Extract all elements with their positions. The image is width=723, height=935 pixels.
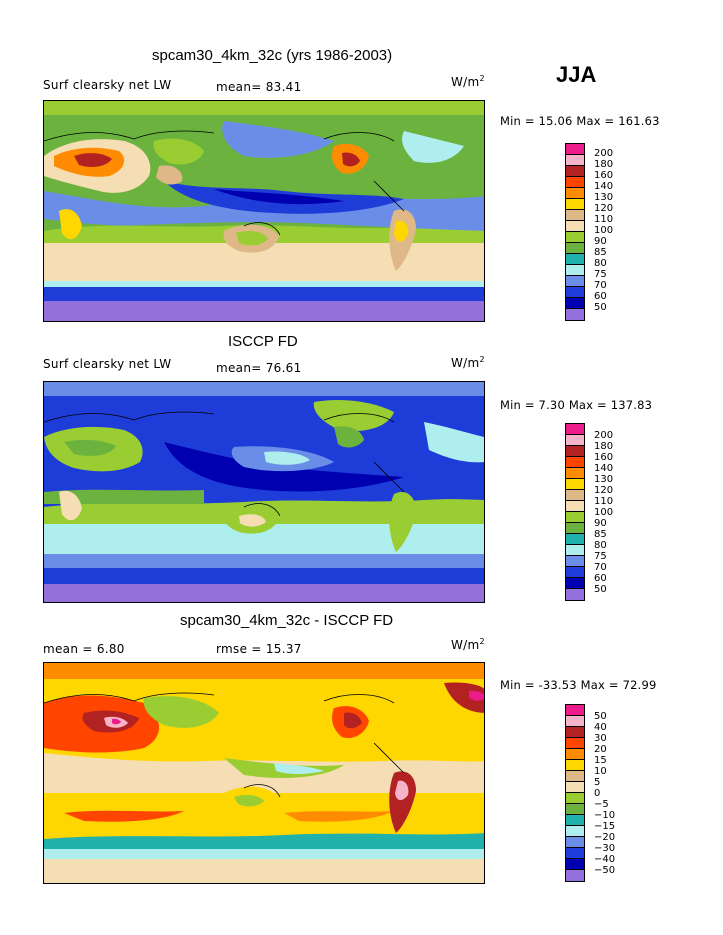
panel3-level-label: −10 <box>594 810 615 821</box>
panel1-level-label: 200 <box>594 148 613 159</box>
panel3-rmse: rmse = 15.37 <box>216 642 302 656</box>
panel2-map <box>43 381 485 603</box>
panel2-mean: mean= 76.61 <box>216 361 302 375</box>
panel2-level-label: 180 <box>594 441 613 452</box>
panel1-colorbar-labels: 200 180 160 140 130 120 110 100 90 85 80… <box>594 148 613 313</box>
panel2-level-label: 85 <box>594 529 613 540</box>
panel1-level-label: 120 <box>594 203 613 214</box>
panel1-colorbar <box>565 143 585 321</box>
panel3-level-label: 30 <box>594 733 615 744</box>
panel1-level-label: 160 <box>594 170 613 181</box>
panel2-minmax: Min = 7.30 Max = 137.83 <box>500 398 652 412</box>
season-label: JJA <box>556 62 596 88</box>
panel2-colorbar-labels: 200 180 160 140 130 120 110 100 90 85 80… <box>594 430 613 595</box>
panel2-level-label: 130 <box>594 474 613 485</box>
panel3-level-label: 5 <box>594 777 615 788</box>
panel1-minmax: Min = 15.06 Max = 161.63 <box>500 114 660 128</box>
panel2-level-label: 50 <box>594 584 613 595</box>
panel2-level-label: 60 <box>594 573 613 584</box>
panel1-level-label: 90 <box>594 236 613 247</box>
panel1-map <box>43 100 485 322</box>
panel3-level-label: −15 <box>594 821 615 832</box>
panel1-level-label: 140 <box>594 181 613 192</box>
panel2-level-label: 140 <box>594 463 613 474</box>
panel1-level-label: 180 <box>594 159 613 170</box>
panel3-level-label: −30 <box>594 843 615 854</box>
panel1-level-label: 75 <box>594 269 613 280</box>
panel3-level-label: 50 <box>594 711 615 722</box>
panel3-map <box>43 662 485 884</box>
panel3-colorbar-labels: 50 40 30 20 15 10 5 0 −5 −10 −15 −20 −30… <box>594 711 615 876</box>
panel3-level-label: 15 <box>594 755 615 766</box>
panel2-level-label: 120 <box>594 485 613 496</box>
panel3-title: spcam30_4km_32c - ISCCP FD <box>180 612 393 629</box>
panel2-level-label: 90 <box>594 518 613 529</box>
panel3-colorbar <box>565 704 585 882</box>
panel2-level-label: 70 <box>594 562 613 573</box>
panel1-mean: mean= 83.41 <box>216 80 302 94</box>
panel3-level-label: −5 <box>594 799 615 810</box>
panel2-level-label: 110 <box>594 496 613 507</box>
panel1-level-label: 110 <box>594 214 613 225</box>
panel2-level-label: 100 <box>594 507 613 518</box>
panel2-level-label: 200 <box>594 430 613 441</box>
panel3-mean: mean = 6.80 <box>43 642 125 656</box>
panel2-level-label: 75 <box>594 551 613 562</box>
panel1-level-label: 85 <box>594 247 613 258</box>
panel3-level-label: 20 <box>594 744 615 755</box>
panel3-level-label: −20 <box>594 832 615 843</box>
panel1-level-label: 130 <box>594 192 613 203</box>
panel3-minmax: Min = -33.53 Max = 72.99 <box>500 678 657 692</box>
panel3-level-label: −50 <box>594 865 615 876</box>
panel2-colorbar <box>565 423 585 601</box>
panel1-level-label: 80 <box>594 258 613 269</box>
panel3-level-label: 40 <box>594 722 615 733</box>
panel2-level-label: 160 <box>594 452 613 463</box>
panel1-level-label: 50 <box>594 302 613 313</box>
panel1-level-label: 70 <box>594 280 613 291</box>
panel2-variable: Surf clearsky net LW <box>43 357 171 371</box>
panel3-units: W/m2 <box>451 637 485 652</box>
panel3-level-label: −40 <box>594 854 615 865</box>
panel1-level-label: 100 <box>594 225 613 236</box>
panel1-units: W/m2 <box>451 74 485 89</box>
panel2-level-label: 80 <box>594 540 613 551</box>
panel3-level-label: 0 <box>594 788 615 799</box>
panel1-title: spcam30_4km_32c (yrs 1986-2003) <box>152 47 392 64</box>
panel3-level-label: 10 <box>594 766 615 777</box>
panel1-level-label: 60 <box>594 291 613 302</box>
panel1-variable: Surf clearsky net LW <box>43 78 171 92</box>
panel2-title: ISCCP FD <box>228 333 298 350</box>
panel2-units: W/m2 <box>451 355 485 370</box>
